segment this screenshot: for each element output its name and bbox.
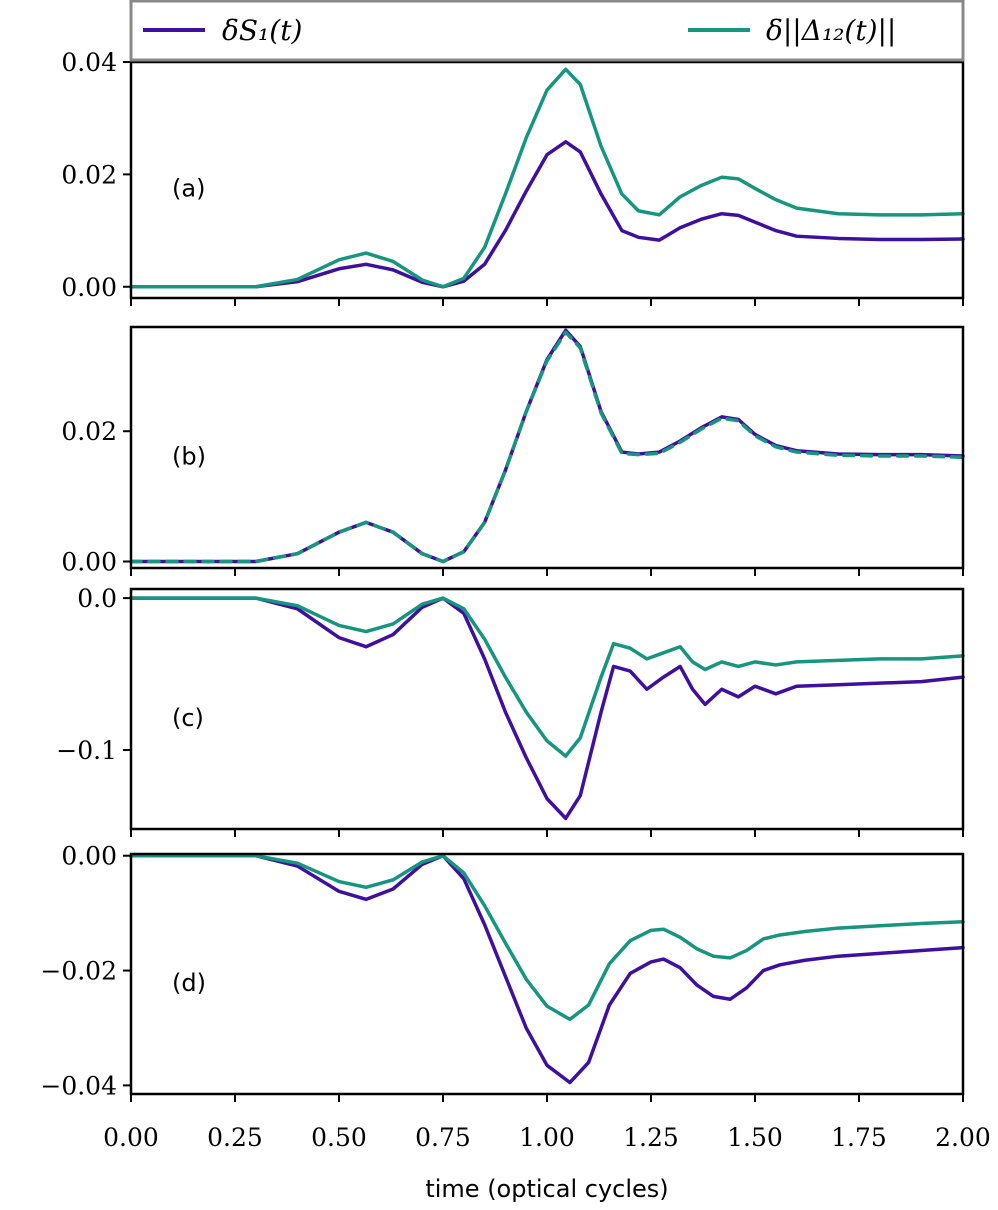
x-tick-label: 0.00 [103,1123,159,1152]
x-tick-label: 0.75 [415,1123,471,1152]
panel-label: (a) [172,175,205,203]
x-tick-label: 1.50 [727,1123,783,1152]
series-line-s1-d [129,853,965,1085]
series-line-delta-c [129,596,965,758]
x-tick-label: 0.50 [311,1123,367,1152]
panel-background [131,327,963,568]
y-tick-label: −0.1 [56,736,117,765]
panel-background [131,854,963,1094]
panel-d: 0.00 −0.02 −0.04 (d) [40,842,965,1102]
x-axis-label: time (optical cycles) [425,1175,668,1203]
x-tick-labels: 0.00 0.25 0.50 0.75 1.00 1.25 1.50 1.75 2.00 [103,1123,991,1152]
x-tick-label: 2.00 [935,1123,991,1152]
legend: δS₁(t) δ||Δ₁₂(t)|| [129,0,965,62]
series-line-s1-a [129,140,965,289]
y-tick-label: 0.02 [61,160,117,189]
y-tick-label: 0.0 [77,584,117,613]
x-tick-label: 0.25 [207,1123,263,1152]
x-tick-label: 1.25 [623,1123,679,1152]
panel-b: 0.00 0.02 (b) [61,325,965,576]
y-tick-label: 0.04 [61,48,117,77]
y-tick-label: 0.00 [61,547,117,576]
y-tick-label: 0.00 [61,842,117,871]
panels: 0.00 0.02 0.04 (a) 0.00 0.02 (b) 0.0 −0.1 (c) 0.00… [40,48,965,1102]
y-tick-label: 0.02 [61,417,117,446]
panel-label: (b) [172,442,206,470]
panel-background [131,589,963,829]
y-tick-label: 0.00 [61,273,117,302]
series-line-s1-c [129,596,965,821]
panel-background [131,62,963,298]
series-line-delta-a [129,67,965,289]
panel-a: 0.00 0.02 0.04 (a) [61,48,965,306]
panel-c: 0.0 −0.1 (c) [56,584,965,837]
panel-label: (c) [172,704,204,732]
legend-label-s1: δS₁(t) [222,14,302,47]
y-tick-label: −0.02 [40,957,117,986]
series-line-delta-d [129,853,965,1022]
panel-label: (d) [172,969,206,997]
x-tick-label: 1.75 [831,1123,887,1152]
x-tick-label: 1.00 [519,1123,575,1152]
series-line-delta-b [129,330,965,564]
legend-frame [129,0,965,62]
y-tick-label: −0.04 [40,1071,117,1100]
legend-label-delta: δ||Δ₁₂(t)|| [766,14,896,47]
